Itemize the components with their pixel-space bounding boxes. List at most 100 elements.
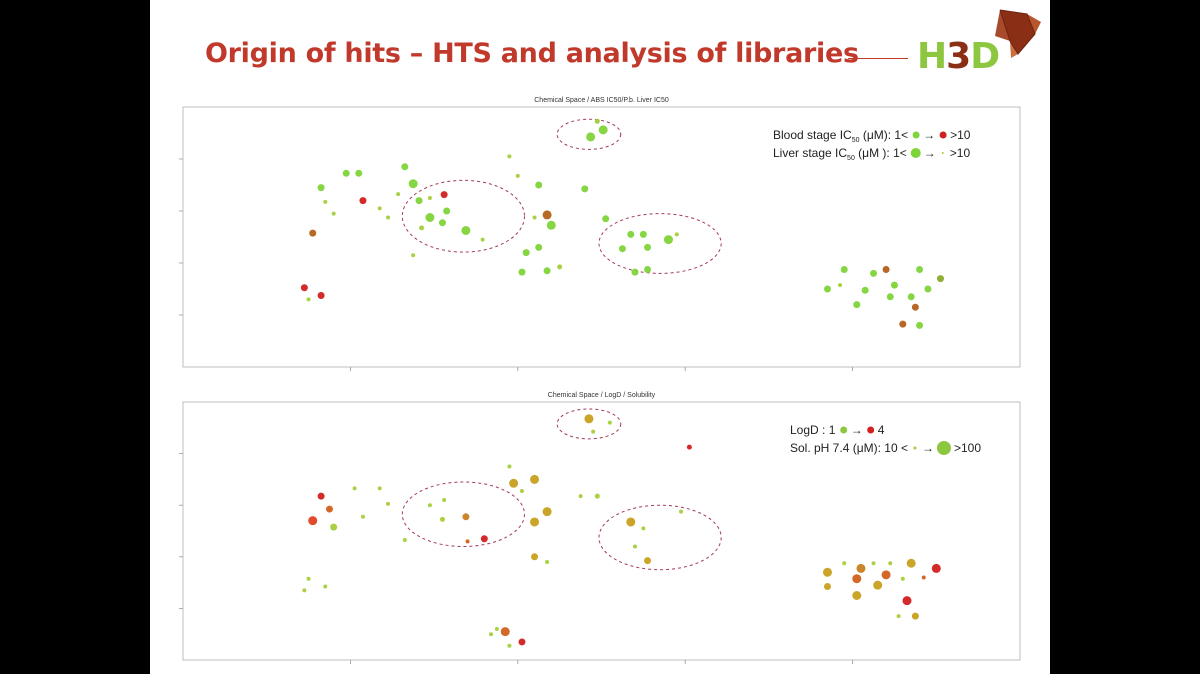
- data-point: [853, 301, 861, 309]
- data-point: [916, 321, 924, 329]
- data-point: [507, 643, 512, 648]
- data-point: [325, 505, 333, 513]
- data-point: [306, 297, 311, 302]
- legend-arrow: →: [922, 441, 934, 455]
- legend-high: >10: [950, 128, 971, 142]
- legend-unit: (μM):: [860, 128, 892, 142]
- plot-frame: [182, 401, 1021, 661]
- data-point: [663, 235, 673, 245]
- data-point: [899, 320, 907, 328]
- logo-letter: D: [970, 36, 1000, 77]
- data-point: [500, 627, 510, 637]
- data-point: [519, 489, 524, 494]
- data-point: [518, 638, 526, 646]
- data-point: [578, 494, 583, 499]
- data-point: [531, 553, 539, 561]
- data-point: [586, 132, 596, 142]
- legend-marker-small: [913, 446, 917, 450]
- data-point: [856, 563, 866, 573]
- data-point: [396, 192, 401, 197]
- data-point: [594, 493, 600, 499]
- data-point: [907, 293, 915, 301]
- data-point: [359, 197, 367, 205]
- legend-low: 1<: [890, 146, 907, 160]
- cluster-ellipse: [556, 408, 622, 440]
- data-point: [852, 574, 862, 584]
- data-point: [838, 283, 843, 288]
- data-point: [607, 420, 612, 425]
- legend-label: Sol. pH 7.4 (μM): 10 <: [790, 441, 908, 455]
- data-point: [465, 539, 470, 544]
- data-point: [442, 498, 447, 503]
- data-point: [355, 169, 363, 177]
- data-point: [871, 561, 876, 566]
- data-point: [881, 570, 891, 580]
- data-point: [331, 211, 336, 216]
- data-point: [342, 169, 350, 177]
- cluster-ellipse: [598, 213, 722, 274]
- legend-marker-large: [936, 441, 951, 455]
- data-point: [425, 213, 435, 222]
- cluster-ellipse: [401, 481, 525, 547]
- data-point: [439, 516, 445, 522]
- data-point: [518, 268, 526, 276]
- data-point: [902, 596, 912, 606]
- data-point: [427, 503, 432, 508]
- data-point: [911, 612, 919, 620]
- data-point: [822, 567, 832, 577]
- chart-title: Chemical Space / LogD / Solubility: [548, 392, 656, 399]
- data-point: [535, 243, 543, 251]
- logo-letter: 3: [946, 36, 971, 77]
- data-point: [480, 535, 488, 543]
- legend-high: 4: [878, 423, 885, 437]
- data-point: [546, 220, 556, 230]
- data-point: [443, 207, 451, 215]
- data-point: [408, 179, 418, 189]
- chart-title: Chemical Space / ABS IC50/P.b. Liver IC5…: [534, 97, 669, 104]
- data-point: [873, 580, 883, 590]
- data-point: [515, 173, 520, 178]
- legend-arrow: →: [924, 146, 936, 160]
- data-point: [317, 184, 325, 192]
- cluster-ellipse: [556, 118, 622, 150]
- data-point: [542, 210, 552, 220]
- data-point: [323, 199, 328, 204]
- data-point: [308, 516, 318, 526]
- plot-frame: [182, 106, 1021, 368]
- legend-label: Blood stage IC50 (μM): 1<: [773, 128, 908, 144]
- data-point: [627, 230, 635, 238]
- data-point: [462, 513, 470, 521]
- data-point: [602, 215, 610, 223]
- data-point: [906, 558, 916, 568]
- legend-low: 1: [825, 423, 835, 437]
- data-point: [626, 517, 636, 527]
- legend-high: >100: [954, 441, 981, 455]
- logo-text-value: H3D: [917, 36, 1000, 77]
- data-point: [317, 292, 325, 299]
- data-point: [419, 225, 425, 231]
- legend-label: Liver stage IC50 (μM ): 1<: [773, 146, 907, 162]
- data-point: [360, 514, 365, 519]
- data-point: [618, 245, 626, 253]
- data-point: [644, 243, 652, 251]
- data-point: [530, 474, 540, 484]
- data-point: [402, 538, 407, 543]
- logo-text: H3D: [917, 36, 1000, 77]
- data-point: [644, 266, 652, 273]
- data-point: [591, 429, 596, 434]
- legend-unit: (μM ):: [855, 146, 890, 160]
- data-point: [674, 232, 679, 237]
- cluster-ellipse: [598, 504, 722, 571]
- data-point: [679, 509, 684, 514]
- data-point: [870, 269, 878, 277]
- legend-marker-low: [912, 131, 920, 139]
- data-point: [386, 215, 391, 220]
- data-point: [330, 523, 338, 531]
- data-point: [936, 275, 944, 283]
- title-rule: [848, 58, 908, 59]
- data-point: [896, 614, 901, 619]
- legend-arrow: →: [851, 423, 863, 437]
- data-point: [861, 286, 869, 294]
- slide: Origin of hits – HTS and analysis of lib…: [150, 0, 1050, 674]
- data-point: [411, 253, 416, 258]
